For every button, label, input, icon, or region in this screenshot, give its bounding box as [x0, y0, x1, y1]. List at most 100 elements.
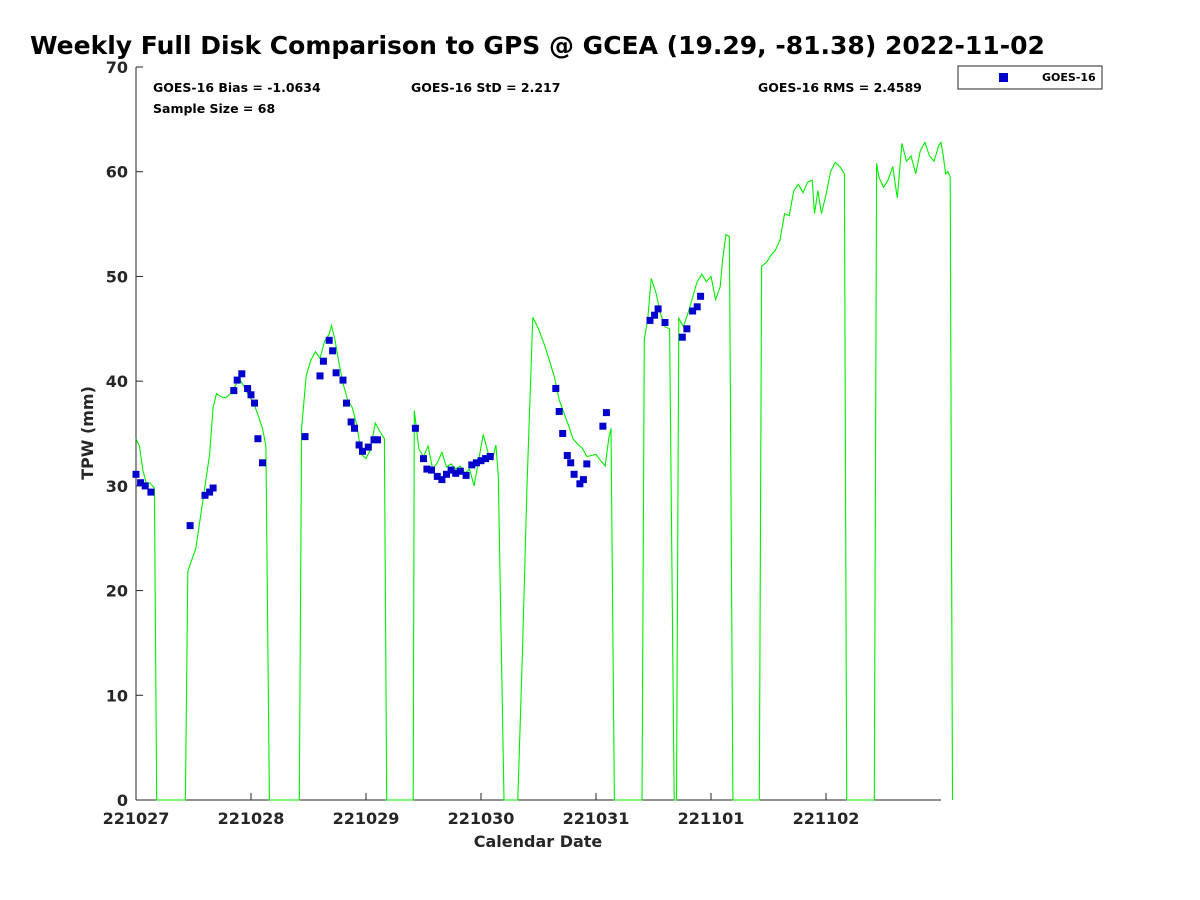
- goes16-point: [689, 307, 697, 315]
- goes16-point: [233, 376, 241, 384]
- goes16-point: [325, 336, 333, 344]
- goes16-point: [678, 333, 686, 341]
- gps-line: [135, 141, 954, 801]
- goes16-point: [355, 441, 363, 449]
- goes16-point: [209, 484, 217, 492]
- goes16-point: [654, 305, 662, 313]
- x-tick-label: 221102: [793, 809, 860, 828]
- goes16-point: [555, 408, 563, 415]
- y-tick-label: 0: [117, 791, 128, 810]
- goes16-point: [132, 470, 140, 478]
- goes16-point: [201, 491, 209, 499]
- x-tick-label: 221028: [218, 809, 285, 828]
- x-tick-label: 221030: [448, 809, 515, 828]
- goes16-point: [468, 461, 476, 469]
- goes16-point: [206, 488, 214, 496]
- y-axis-title: TPW (mm): [78, 386, 97, 480]
- goes16-point: [579, 476, 587, 484]
- goes16-point: [423, 465, 431, 473]
- goes16-point: [456, 467, 464, 475]
- y-tick-label: 10: [106, 686, 128, 705]
- std-stat: GOES-16 StD = 2.217: [411, 80, 560, 95]
- goes16-point: [567, 459, 575, 467]
- goes16-point: [319, 357, 327, 365]
- goes16-point: [646, 316, 654, 324]
- goes16-point: [486, 453, 494, 460]
- goes16-point: [438, 476, 446, 484]
- goes16-point: [301, 433, 309, 441]
- x-tick-label: 221101: [678, 809, 745, 828]
- goes16-point: [651, 311, 659, 319]
- x-tick-label: 221031: [563, 809, 630, 828]
- bias-stat: GOES-16 Bias = -1.0634: [153, 80, 321, 95]
- goes16-series: [132, 292, 705, 530]
- x-tick-label: 221029: [333, 809, 400, 828]
- goes16-point: [683, 325, 691, 333]
- y-tick-label: 70: [106, 58, 128, 77]
- goes16-point: [244, 385, 252, 392]
- x-axis-ticks: 221027 221028 221029 221030 221031 221101 2211…: [103, 793, 860, 828]
- goes16-point: [472, 459, 480, 467]
- x-tick-label: 221027: [103, 809, 170, 828]
- goes16-point: [602, 409, 610, 417]
- goes16-point: [443, 470, 450, 478]
- goes16-point: [570, 470, 578, 478]
- x-axis-title: Calendar Date: [474, 832, 603, 851]
- rms-stat: GOES-16 RMS = 2.4589: [758, 80, 922, 95]
- goes16-point: [186, 522, 194, 530]
- goes16-point: [482, 455, 490, 463]
- goes16-point: [559, 430, 567, 437]
- goes16-point: [359, 447, 366, 455]
- goes16-point: [339, 376, 347, 384]
- goes16-point: [452, 469, 460, 477]
- goes16-point: [583, 460, 591, 468]
- legend-marker: [999, 73, 1008, 82]
- legend-label: GOES-16: [1042, 71, 1096, 84]
- y-tick-label: 60: [106, 163, 128, 182]
- goes16-point: [332, 369, 340, 377]
- goes16-point: [247, 391, 255, 399]
- goes16-point: [137, 479, 145, 487]
- goes16-point: [347, 418, 355, 426]
- goes16-point: [552, 385, 560, 392]
- goes16-point: [433, 472, 441, 480]
- goes16-point: [576, 480, 584, 488]
- goes16-point: [563, 452, 571, 459]
- goes16-point: [447, 466, 455, 474]
- goes16-point: [364, 443, 372, 451]
- legend-box: [957, 65, 1103, 90]
- legend: GOES-16: [957, 65, 1103, 90]
- goes16-point: [351, 424, 358, 432]
- goes16-point: [428, 466, 435, 474]
- goes16-point: [462, 471, 470, 479]
- goes16-point: [420, 455, 427, 463]
- chart-title: Weekly Full Disk Comparison to GPS @ GCE…: [30, 31, 1045, 60]
- stats-annotations: GOES-16 Bias = -1.0634 GOES-16 StD = 2.2…: [153, 80, 922, 116]
- goes16-point: [147, 488, 155, 496]
- gps-series: [135, 141, 954, 801]
- goes16-point: [374, 436, 381, 444]
- y-axis-ticks: 0 10 20 30 40 50 60 70: [106, 58, 143, 810]
- goes16-point: [343, 399, 350, 407]
- sample-size-stat: Sample Size = 68: [153, 101, 275, 116]
- y-tick-label: 40: [106, 372, 128, 391]
- goes16-point: [230, 387, 238, 395]
- goes16-point: [411, 424, 419, 432]
- goes16-point: [477, 457, 485, 465]
- goes16-point: [141, 482, 149, 490]
- goes16-point: [259, 459, 266, 467]
- y-tick-label: 50: [106, 267, 128, 286]
- goes16-point: [251, 399, 258, 407]
- goes16-point: [599, 422, 607, 430]
- goes16-point: [697, 292, 705, 300]
- goes16-point: [254, 435, 262, 443]
- y-tick-label: 20: [106, 582, 128, 601]
- goes16-point: [661, 319, 669, 326]
- goes16-point: [238, 370, 246, 378]
- goes16-point: [329, 347, 337, 355]
- goes16-point: [693, 303, 701, 311]
- y-tick-label: 30: [106, 477, 128, 496]
- goes16-point: [316, 372, 324, 380]
